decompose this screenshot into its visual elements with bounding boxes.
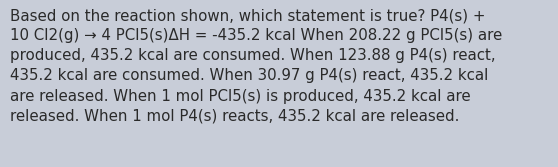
Text: Based on the reaction shown, which statement is true? P4(s) +
10 Cl2(g) → 4 PCl5: Based on the reaction shown, which state… — [10, 8, 502, 124]
